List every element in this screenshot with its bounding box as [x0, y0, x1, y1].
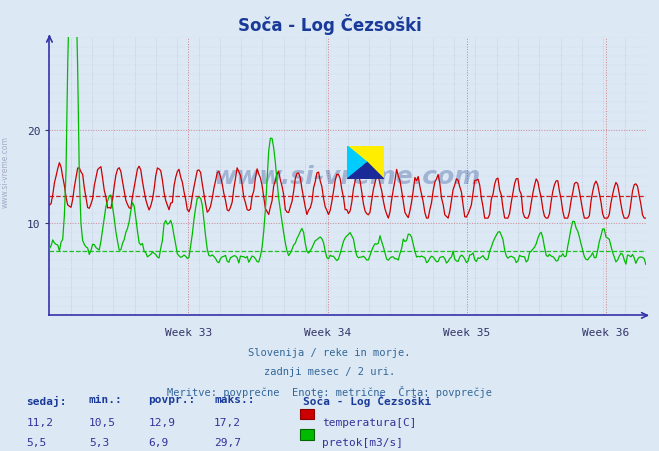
Text: 12,9: 12,9 — [148, 417, 175, 427]
Text: povpr.:: povpr.: — [148, 395, 196, 405]
Text: 5,3: 5,3 — [89, 437, 109, 447]
Text: Week 33: Week 33 — [165, 327, 212, 337]
Text: 17,2: 17,2 — [214, 417, 241, 427]
Text: Week 35: Week 35 — [444, 327, 490, 337]
Text: zadnji mesec / 2 uri.: zadnji mesec / 2 uri. — [264, 366, 395, 376]
Text: 29,7: 29,7 — [214, 437, 241, 447]
Text: Meritve: povprečne  Enote: metrične  Črta: povprečje: Meritve: povprečne Enote: metrične Črta:… — [167, 385, 492, 397]
Text: maks.:: maks.: — [214, 395, 254, 405]
Text: Week 34: Week 34 — [304, 327, 351, 337]
Text: pretok[m3/s]: pretok[m3/s] — [322, 437, 403, 447]
Text: temperatura[C]: temperatura[C] — [322, 417, 416, 427]
Text: Week 36: Week 36 — [583, 327, 629, 337]
Text: Soča - Log Čezsoški: Soča - Log Čezsoški — [238, 14, 421, 34]
Text: 6,9: 6,9 — [148, 437, 169, 447]
Polygon shape — [347, 147, 367, 179]
Text: sedaj:: sedaj: — [26, 395, 67, 405]
Polygon shape — [347, 163, 384, 179]
Text: Soča - Log Čezsoški: Soča - Log Čezsoški — [303, 395, 432, 407]
Text: www.si-vreme.com: www.si-vreme.com — [1, 135, 10, 207]
Text: min.:: min.: — [89, 395, 123, 405]
Text: 5,5: 5,5 — [26, 437, 47, 447]
Text: 11,2: 11,2 — [26, 417, 53, 427]
Text: www.si-vreme.com: www.si-vreme.com — [214, 165, 481, 189]
Text: 10,5: 10,5 — [89, 417, 116, 427]
Text: Slovenija / reke in morje.: Slovenija / reke in morje. — [248, 347, 411, 357]
